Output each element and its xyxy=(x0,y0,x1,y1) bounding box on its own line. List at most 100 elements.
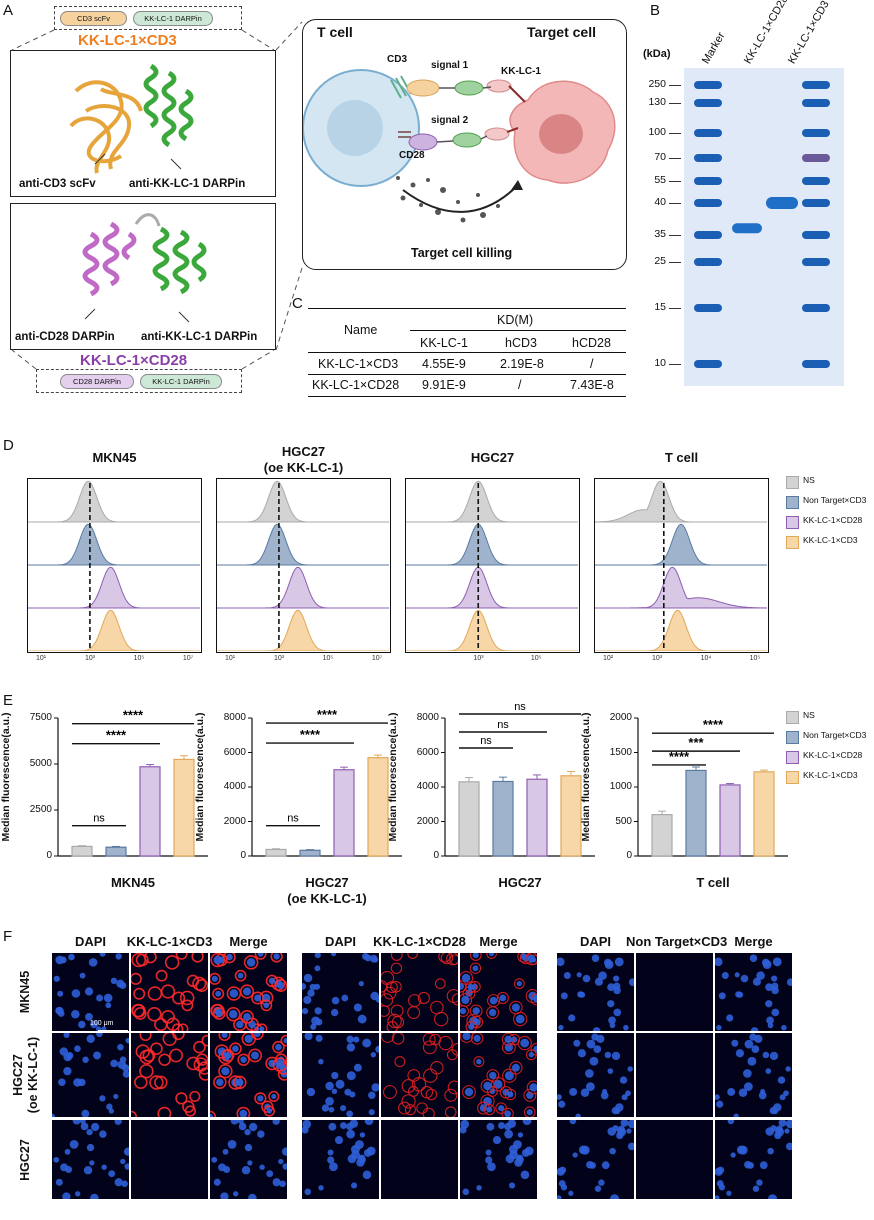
nucleus xyxy=(368,1091,376,1100)
nucleus xyxy=(743,1069,752,1078)
nucleus xyxy=(560,1184,568,1191)
nucleus xyxy=(604,960,614,970)
gel-marker-label: 130 xyxy=(648,96,666,108)
nucleus xyxy=(744,1160,752,1169)
legend-label: KK-LC-1×CD28 xyxy=(803,515,863,525)
nucleus xyxy=(325,1081,334,1091)
nucleus xyxy=(765,1000,773,1008)
membrane-stain xyxy=(240,1009,254,1024)
bar-chart-title: (oe KK-LC-1) xyxy=(287,891,367,906)
marker-band xyxy=(802,360,830,368)
membrane-stain xyxy=(212,1007,226,1020)
membrane-stain xyxy=(134,1075,148,1089)
nucleus xyxy=(211,975,218,982)
marker-band xyxy=(802,231,830,239)
nucleus xyxy=(307,989,315,997)
nucleus xyxy=(215,1010,223,1017)
nucleus xyxy=(355,1140,364,1149)
nucleus xyxy=(582,974,591,983)
nucleus xyxy=(476,1058,482,1065)
micrograph-cells xyxy=(304,1033,379,1117)
histogram-title: HGC27 xyxy=(281,444,326,459)
membrane-stain xyxy=(460,1033,474,1043)
nucleus xyxy=(96,994,104,1002)
gel-marker-tick xyxy=(669,203,681,204)
micrograph xyxy=(636,1033,713,1117)
membrane-stain xyxy=(487,994,501,1008)
nucleus xyxy=(771,1008,780,1017)
legend-swatch xyxy=(786,731,799,744)
nucleus xyxy=(747,1056,757,1066)
membrane-stain xyxy=(245,1017,259,1031)
bar xyxy=(492,780,514,857)
micrograph-cells xyxy=(460,1033,537,1117)
micrograph xyxy=(52,1120,129,1199)
nucleus xyxy=(591,954,600,962)
nucleus xyxy=(733,1113,739,1117)
membrane-stain xyxy=(150,1042,163,1056)
nucleus xyxy=(483,1081,492,1091)
nucleus xyxy=(106,1103,113,1110)
nucleus xyxy=(364,1120,374,1125)
nucleus xyxy=(607,1068,614,1074)
marker-band xyxy=(694,81,722,89)
nucleus xyxy=(601,1161,610,1170)
construct-bottom-dashed xyxy=(36,369,242,393)
zoom-lines xyxy=(11,21,303,370)
micrograph xyxy=(210,1033,287,1117)
histogram-curve xyxy=(217,480,389,523)
membrane-stain xyxy=(381,1033,395,1043)
nucleus xyxy=(752,1185,760,1192)
marker-band xyxy=(694,360,722,368)
nucleus xyxy=(594,977,603,986)
t-cell-label: T cell xyxy=(317,24,353,40)
nucleus xyxy=(302,1007,309,1015)
legend-swatch xyxy=(786,496,799,509)
significance-label: **** xyxy=(300,727,321,742)
nucleus xyxy=(517,1132,524,1138)
nucleus xyxy=(248,1193,257,1199)
membrane-stain xyxy=(139,1033,152,1042)
y-tick-label: 4000 xyxy=(223,781,246,792)
nucleus xyxy=(353,1063,362,1072)
micrograph xyxy=(131,1033,208,1117)
nucleus xyxy=(117,1060,127,1069)
nucleus xyxy=(57,1010,65,1017)
significance-label: ns xyxy=(480,735,492,747)
nucleus xyxy=(359,1132,366,1138)
kd-col-hcd28: hCD28 xyxy=(572,336,611,350)
micrograph-cells xyxy=(381,1033,458,1117)
micrograph xyxy=(131,953,208,1031)
histogram-axis-tick: 10⁷ xyxy=(371,655,383,662)
membrane-stain xyxy=(495,1102,507,1114)
membrane-stain xyxy=(162,1033,177,1046)
nucleus xyxy=(528,1052,535,1058)
micrograph xyxy=(210,1120,287,1199)
nucleus xyxy=(325,1096,334,1106)
membrane-stain xyxy=(251,991,265,1005)
nucleus xyxy=(569,1087,578,1096)
membrane-stain xyxy=(390,962,403,974)
nucleus xyxy=(283,1037,287,1044)
kd-row1-name: KK-LC-1×CD3 xyxy=(318,357,399,371)
nucleus xyxy=(569,1120,577,1125)
membrane-stain xyxy=(451,993,458,1006)
membrane-stain xyxy=(179,990,195,1006)
histogram-axis-tick: 10⁵ xyxy=(133,655,145,662)
nucleus xyxy=(483,1096,492,1106)
nucleus xyxy=(78,1078,86,1087)
nucleus xyxy=(762,1051,770,1059)
micrograph xyxy=(210,953,287,1031)
nucleus xyxy=(302,982,307,990)
membrane-stain xyxy=(513,978,525,990)
panel-label-d: D xyxy=(3,437,14,454)
cd3-scfv-pill: CD3 scFv xyxy=(60,11,127,26)
y-axis-label: Median fluorescence(a.u.) xyxy=(580,712,592,842)
membrane-stain xyxy=(525,953,537,966)
nucleus xyxy=(241,1166,251,1175)
histogram-curve xyxy=(595,566,768,609)
nucleus xyxy=(114,1178,123,1187)
nucleus xyxy=(125,1037,129,1044)
nucleus xyxy=(55,1178,63,1186)
nucleus xyxy=(236,1020,244,1029)
